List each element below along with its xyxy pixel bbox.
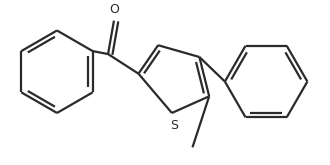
Text: O: O (109, 3, 119, 16)
Text: S: S (170, 119, 178, 132)
